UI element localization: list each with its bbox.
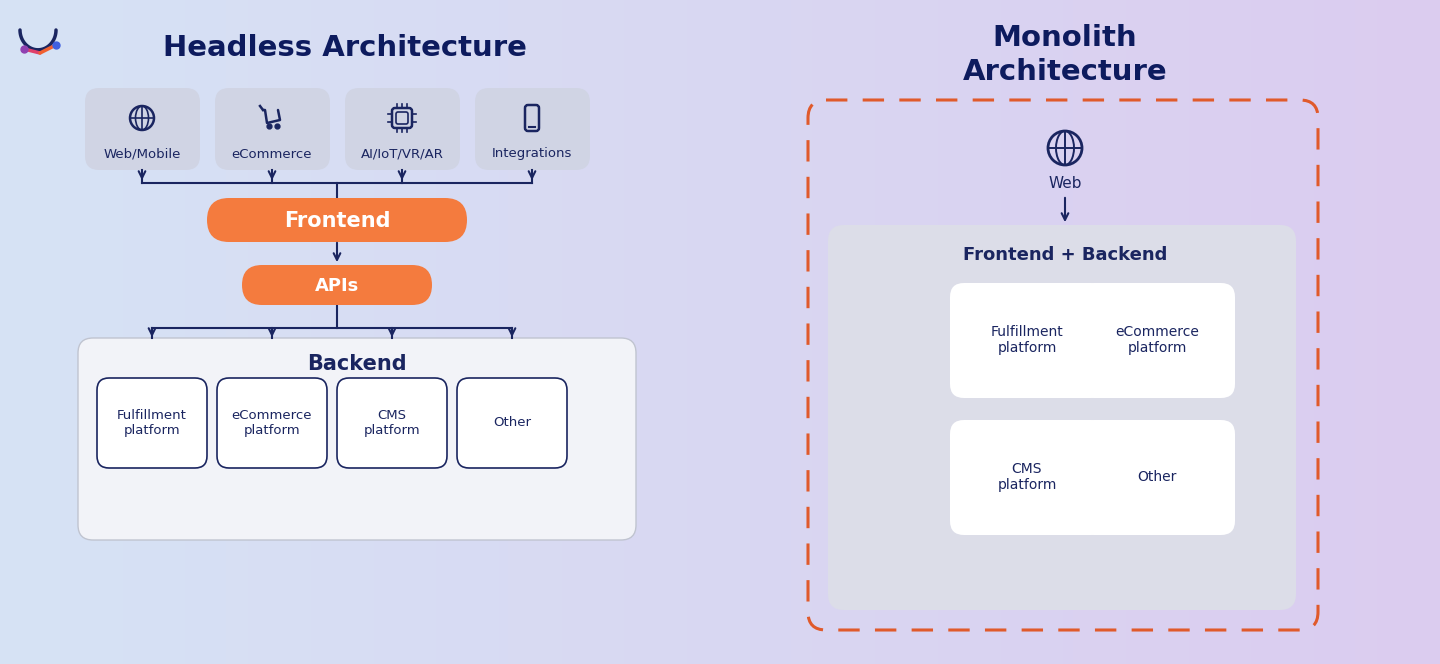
FancyBboxPatch shape <box>96 378 207 468</box>
FancyBboxPatch shape <box>207 198 467 242</box>
Text: Frontend + Backend: Frontend + Backend <box>963 246 1168 264</box>
Text: eCommerce
platform: eCommerce platform <box>232 409 312 437</box>
Text: eCommerce: eCommerce <box>232 147 312 161</box>
FancyBboxPatch shape <box>1080 283 1236 398</box>
Text: Monolith
Architecture: Monolith Architecture <box>963 24 1168 86</box>
Text: Integrations: Integrations <box>492 147 572 161</box>
Text: Frontend: Frontend <box>284 211 390 231</box>
Text: APIs: APIs <box>315 277 359 295</box>
FancyBboxPatch shape <box>475 88 590 170</box>
Text: Web: Web <box>1048 175 1081 191</box>
Text: eCommerce
platform: eCommerce platform <box>1115 325 1200 355</box>
Text: Fulfillment
platform: Fulfillment platform <box>991 325 1063 355</box>
Text: CMS
platform: CMS platform <box>998 462 1057 492</box>
Text: Fulfillment
platform: Fulfillment platform <box>117 409 187 437</box>
Text: AI/IoT/VR/AR: AI/IoT/VR/AR <box>360 147 444 161</box>
Text: Backend: Backend <box>307 354 408 374</box>
FancyBboxPatch shape <box>217 378 327 468</box>
FancyBboxPatch shape <box>1080 420 1236 535</box>
Text: Other: Other <box>492 416 531 430</box>
Text: Other: Other <box>1138 470 1176 484</box>
FancyBboxPatch shape <box>85 88 200 170</box>
FancyBboxPatch shape <box>215 88 330 170</box>
FancyBboxPatch shape <box>78 338 636 540</box>
Text: CMS
platform: CMS platform <box>364 409 420 437</box>
FancyBboxPatch shape <box>950 283 1104 398</box>
FancyBboxPatch shape <box>456 378 567 468</box>
FancyBboxPatch shape <box>950 420 1104 535</box>
FancyBboxPatch shape <box>346 88 459 170</box>
Text: Headless Architecture: Headless Architecture <box>163 34 527 62</box>
Text: Web/Mobile: Web/Mobile <box>104 147 180 161</box>
FancyBboxPatch shape <box>828 225 1296 610</box>
FancyBboxPatch shape <box>242 265 432 305</box>
FancyBboxPatch shape <box>337 378 446 468</box>
